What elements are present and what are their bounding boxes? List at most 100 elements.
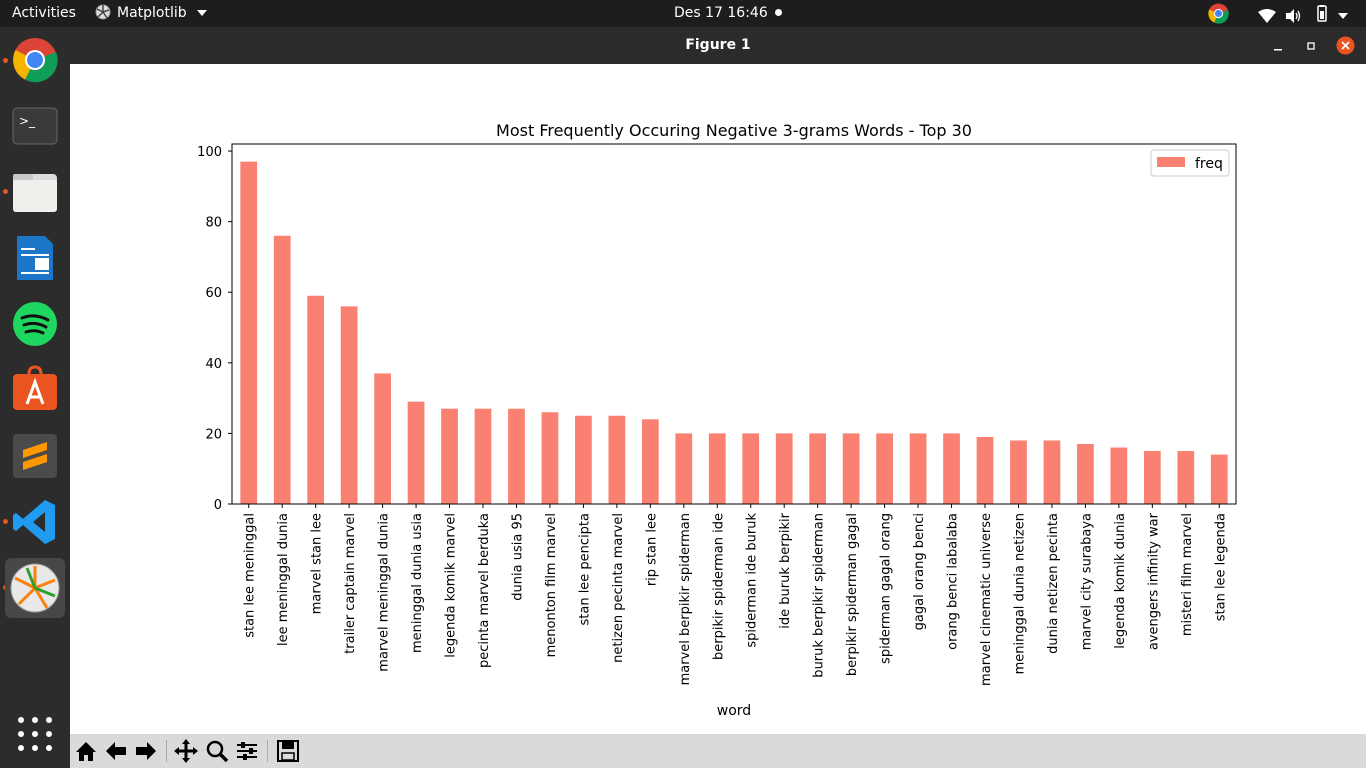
bar [575, 415, 592, 504]
clock[interactable]: Des 17 16:46 [674, 0, 783, 27]
x-tick-label: dunia usia 95 [510, 513, 525, 601]
bar [1110, 447, 1128, 504]
window-title: Figure 1 [685, 37, 751, 53]
notification-dot-icon [775, 9, 783, 16]
legend-label: freq [1195, 156, 1223, 172]
bar [508, 408, 525, 504]
app-name-label: Matplotlib [117, 5, 187, 21]
figure-canvas[interactable]: Most Frequently Occuring Negative 3-gram… [70, 64, 1366, 734]
x-tick-label: menonton film marvel [544, 513, 559, 657]
bar [876, 433, 893, 504]
bar [608, 415, 626, 504]
minimize-icon[interactable] [1269, 37, 1287, 55]
bar [1043, 440, 1061, 504]
sublime-text-icon[interactable] [5, 426, 65, 486]
x-tick-label: legenda komik dunia [1113, 513, 1128, 649]
matplotlib-toolbar [70, 734, 1366, 768]
bar [742, 433, 760, 504]
x-ticks-group: stan lee meninggal lee meninggal dunia mar… [243, 504, 1228, 686]
toolbar-separator [267, 740, 268, 762]
bars-group [240, 161, 1228, 504]
bar [307, 295, 325, 504]
vscode-icon[interactable] [5, 492, 65, 552]
x-tick-label: stan lee meninggal [243, 513, 258, 638]
window-titlebar[interactable]: Figure 1 [70, 27, 1366, 64]
bar [1077, 444, 1094, 504]
chevron-down-icon[interactable] [1338, 6, 1348, 22]
battery-icon[interactable] [1314, 5, 1330, 23]
running-indicator [3, 519, 8, 524]
x-tick-label: orang benci labalaba [946, 513, 961, 650]
bar [775, 433, 793, 504]
bar [541, 412, 559, 504]
bar [441, 408, 458, 504]
running-indicator [3, 58, 8, 63]
x-tick-label: buruk berpikir spiderman [812, 513, 827, 678]
bar [909, 433, 927, 504]
x-tick-label: marvel cinematic universe [979, 513, 994, 686]
x-tick-label: netizen pecinta marvel [611, 513, 626, 663]
plot-frame [231, 143, 1237, 505]
chart-title: Most Frequently Occuring Negative 3-gram… [496, 121, 972, 140]
svg-text:>_: >_ [19, 114, 36, 128]
x-tick-label: legenda komik marvel [444, 513, 459, 658]
chrome-icon[interactable] [5, 30, 65, 90]
activities-button[interactable]: Activities [12, 5, 76, 21]
legend: freq [1150, 149, 1230, 177]
x-tick-label: marvel berpikir spiderman [678, 513, 693, 685]
wifi-icon[interactable] [1258, 6, 1276, 23]
close-icon[interactable] [1336, 36, 1355, 55]
app-menu[interactable]: Matplotlib [95, 0, 208, 27]
x-tick-label: meninggal dunia netizen [1012, 513, 1027, 674]
bar [1143, 451, 1161, 504]
x-tick-label: lee meninggal dunia [276, 513, 291, 646]
home-icon[interactable] [72, 736, 100, 766]
chrome-indicator-icon[interactable] [1208, 3, 1229, 24]
top-bar: Activities Matplotlib Des 17 16:46 [0, 0, 1366, 27]
matplotlib-icon[interactable] [5, 558, 65, 618]
bar [273, 235, 291, 504]
x-tick-label: gagal orang benci [912, 513, 927, 630]
matplotlib-app-icon [95, 3, 111, 20]
x-tick-label: spiderman gagal orang [879, 513, 894, 664]
dock: >_ [0, 27, 70, 768]
bar [708, 433, 726, 504]
bar [641, 419, 659, 504]
x-tick-label: misteri film marvel [1180, 513, 1195, 636]
y-tick-label: 80 [205, 216, 222, 231]
terminal-icon[interactable]: >_ [5, 96, 65, 156]
x-tick-label: trailer captain marvel [343, 513, 358, 654]
writer-icon[interactable] [5, 228, 65, 288]
toolbar-separator [166, 740, 167, 762]
x-tick-label: marvel city surabaya [1079, 513, 1094, 650]
software-center-icon[interactable] [5, 360, 65, 420]
bar [1210, 454, 1228, 504]
y-ticks-group: 0 20 40 60 80 100 [197, 145, 232, 513]
show-apps-icon[interactable] [5, 704, 65, 764]
x-tick-label: stan lee legenda [1213, 513, 1228, 621]
y-tick-label: 20 [205, 427, 222, 442]
zoom-icon[interactable] [203, 736, 231, 766]
bar [407, 401, 425, 504]
configure-subplots-icon[interactable] [233, 736, 261, 766]
spotify-icon[interactable] [5, 294, 65, 354]
bar [240, 161, 258, 504]
forward-arrow-icon[interactable] [132, 736, 160, 766]
maximize-icon[interactable] [1302, 37, 1320, 55]
x-tick-label: stan lee pencipta [577, 513, 592, 626]
pan-icon[interactable] [172, 736, 200, 766]
y-tick-label: 40 [205, 357, 222, 372]
bar [1010, 440, 1027, 504]
files-icon[interactable] [5, 162, 65, 222]
volume-icon[interactable] [1286, 6, 1302, 23]
x-tick-label: rip stan lee [644, 513, 659, 586]
save-icon[interactable] [274, 736, 302, 766]
bar [474, 408, 492, 504]
y-tick-label: 100 [197, 145, 222, 160]
legend-box [1150, 149, 1230, 177]
x-tick-label: marvel meninggal dunia [377, 513, 392, 672]
bar [842, 433, 860, 504]
x-tick-label: marvel stan lee [310, 513, 325, 614]
back-arrow-icon[interactable] [102, 736, 130, 766]
x-tick-label: berpikir spiderman gagal [845, 513, 860, 676]
